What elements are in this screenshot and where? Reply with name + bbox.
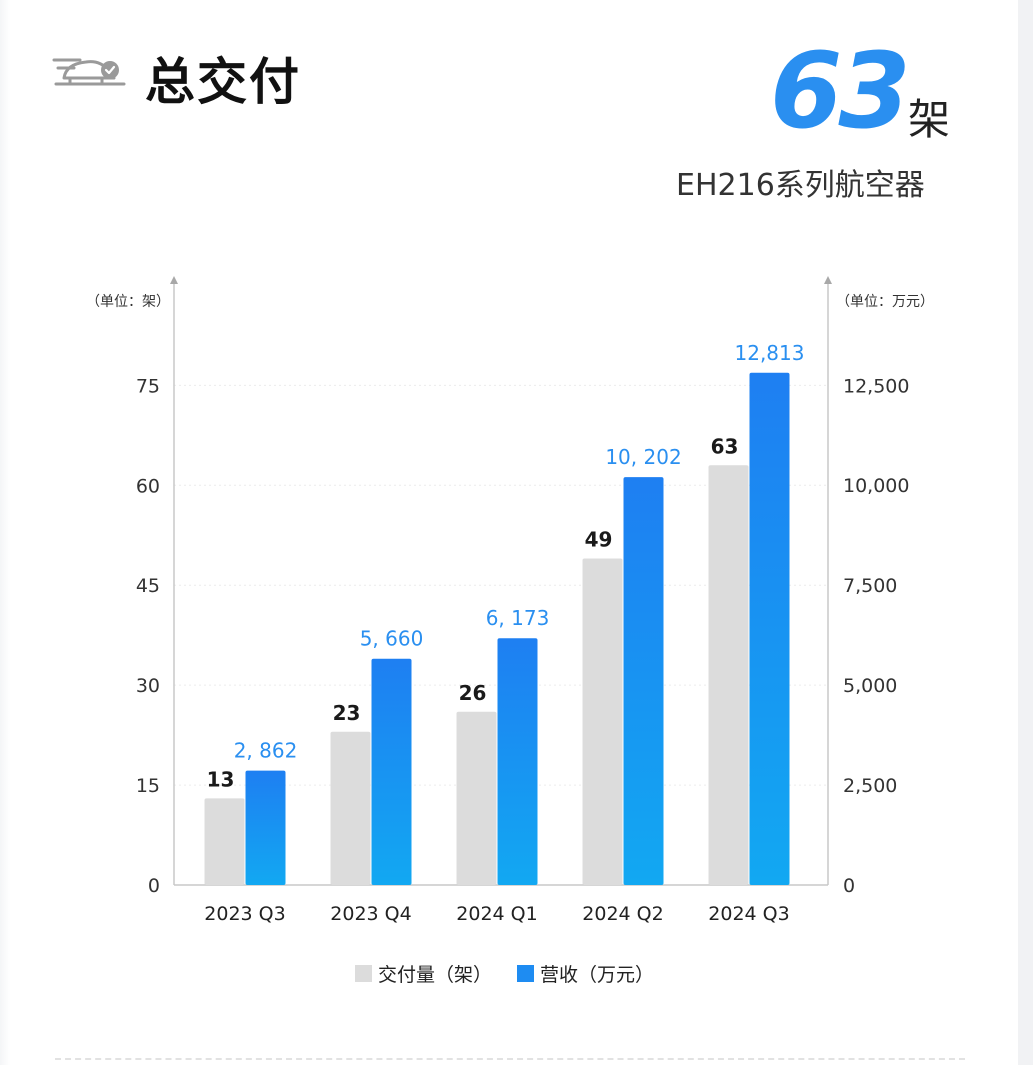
- revenue-bar: [245, 770, 286, 885]
- x-axis-category-label: 2024 Q2: [582, 903, 663, 925]
- bottom-divider: [55, 1058, 965, 1060]
- deliveries-value-label: 23: [333, 701, 361, 725]
- legend-label-deliveries: 交付量（架）: [378, 963, 493, 986]
- total-deliveries-unit: 架: [908, 95, 951, 144]
- deliveries-value-label: 49: [585, 528, 613, 552]
- revenue-bar: [749, 372, 790, 886]
- revenue-value-label: 12,813: [735, 341, 805, 365]
- revenue-value-label: 6, 173: [486, 606, 550, 630]
- revenue-bar: [497, 638, 538, 885]
- total-deliveries-value: 63: [770, 30, 911, 152]
- left-axis-unit-label: （单位：架）: [86, 294, 170, 310]
- right-axis-tick-label: 10,000: [843, 475, 909, 497]
- legend-swatch-deliveries: [355, 964, 372, 982]
- left-axis-tick-label: 15: [136, 775, 160, 797]
- page-title: 总交付: [145, 53, 301, 111]
- deliveries-bar: [708, 465, 749, 885]
- evtol-aircraft-icon: [52, 58, 126, 86]
- revenue-value-label: 10, 202: [605, 445, 681, 469]
- deliveries-value-label: 63: [711, 434, 739, 458]
- legend-item-revenue: 营收（万元）: [517, 958, 654, 988]
- right-axis-tick-label: 0: [843, 875, 855, 897]
- right-axis-arrow: [824, 276, 832, 284]
- page-edge-shadow: [0, 0, 10, 1065]
- left-axis-tick-label: 0: [148, 875, 160, 897]
- legend-label-revenue: 营收（万元）: [540, 963, 655, 986]
- deliveries-value-label: 13: [207, 767, 235, 791]
- x-axis-category-label: 2024 Q1: [456, 903, 537, 925]
- left-axis-tick-label: 30: [136, 675, 160, 697]
- x-axis-category-label: 2023 Q3: [204, 903, 285, 925]
- revenue-value-label: 5, 660: [360, 627, 424, 651]
- deliveries-value-label: 26: [459, 681, 487, 705]
- deliveries-bar: [582, 558, 623, 885]
- aircraft-series-subtitle: EH216系列航空器: [676, 168, 925, 203]
- page-edge-strip: [1018, 0, 1033, 1065]
- left-axis-arrow: [170, 276, 178, 284]
- deliveries-bar: [330, 731, 371, 885]
- legend-swatch-revenue: [517, 964, 534, 982]
- x-axis-category-label: 2024 Q3: [708, 903, 789, 925]
- x-axis-category-label: 2023 Q4: [330, 903, 411, 925]
- revenue-value-label: 2, 862: [234, 739, 298, 763]
- header: 总交付 63 架 EH216系列航空器: [0, 0, 1018, 220]
- left-axis-tick-label: 60: [136, 475, 160, 497]
- right-axis-tick-label: 5,000: [843, 675, 897, 697]
- deliveries-bar: [456, 711, 497, 885]
- legend-item-deliveries: 交付量（架）: [355, 958, 492, 988]
- revenue-bar: [371, 658, 412, 885]
- revenue-bar: [623, 477, 664, 885]
- right-axis-tick-label: 2,500: [843, 775, 897, 797]
- deliveries-bar: [204, 798, 245, 885]
- right-axis-tick-label: 7,500: [843, 575, 897, 597]
- right-axis-tick-label: 12,500: [843, 375, 909, 397]
- right-axis-unit-label: （单位：万元）: [836, 294, 934, 310]
- left-axis-tick-label: 45: [136, 575, 160, 597]
- left-axis-tick-label: 75: [136, 375, 160, 397]
